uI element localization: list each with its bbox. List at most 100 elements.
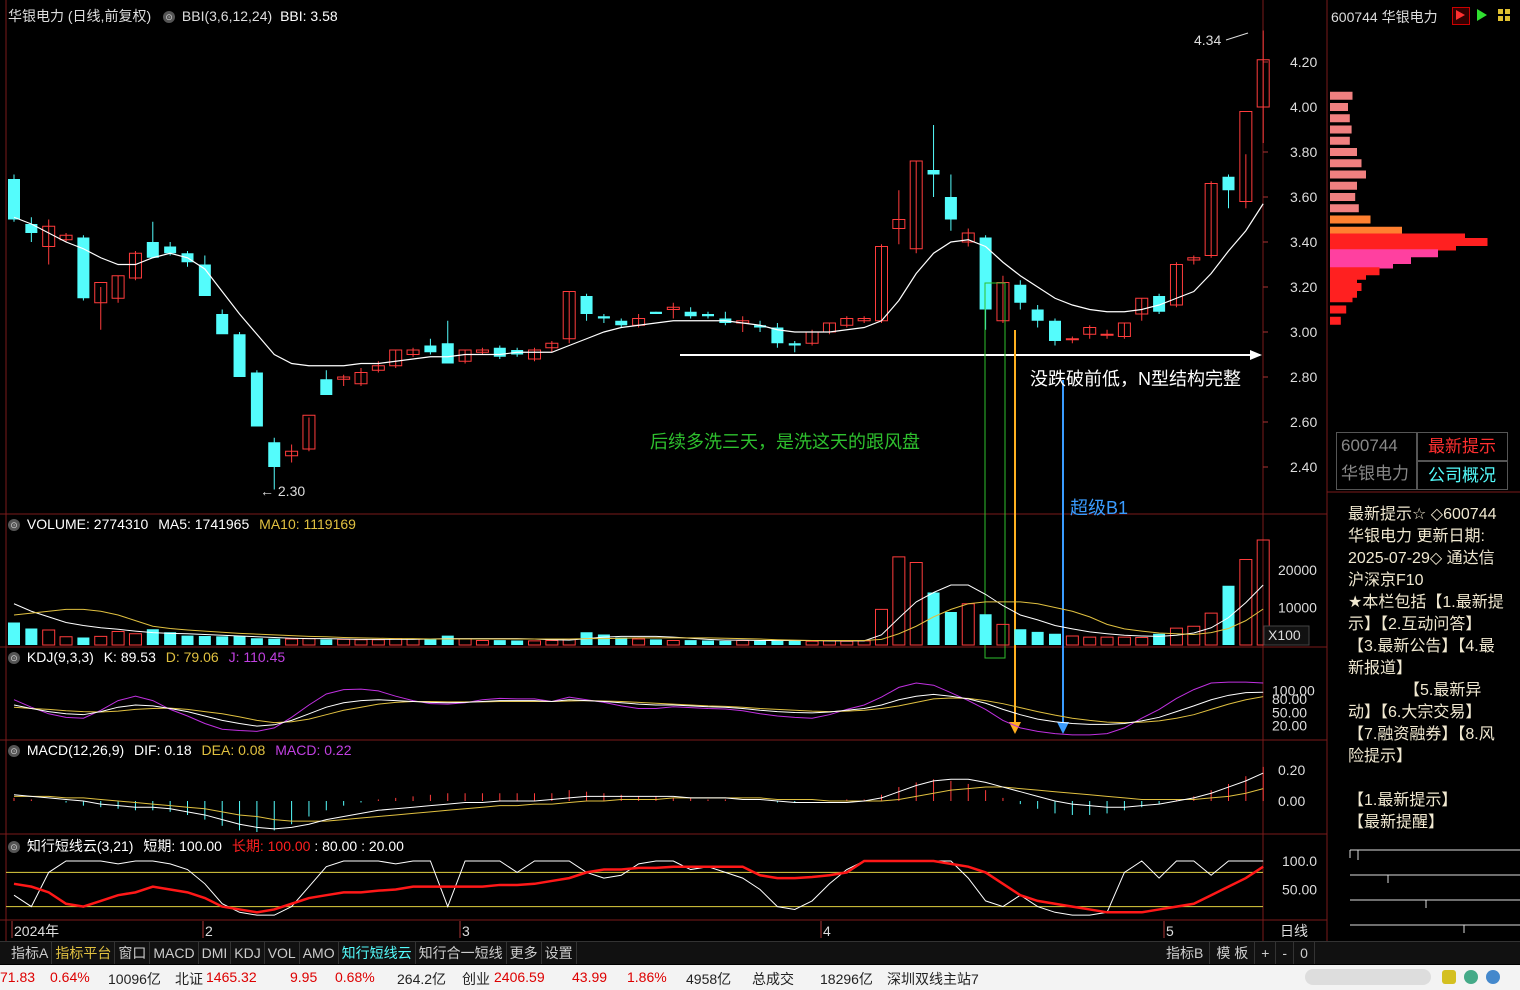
status-item: 0.64% bbox=[50, 969, 90, 985]
toolbar-tab[interactable]: VOL bbox=[265, 942, 300, 964]
price-tick-label: 3.20 bbox=[1290, 279, 1317, 295]
volume-bar-up bbox=[857, 640, 871, 646]
toolbar-tab[interactable]: 指标平台 bbox=[52, 942, 116, 964]
candle-down bbox=[754, 325, 767, 328]
candle-up bbox=[59, 234, 73, 241]
low-price-label: ← 2.30 bbox=[260, 483, 305, 499]
toolbar-tab[interactable]: 窗口 bbox=[115, 942, 151, 964]
candle-down bbox=[684, 311, 697, 317]
toolbar-tab[interactable]: 更多 bbox=[507, 942, 542, 964]
flag-red-icon[interactable] bbox=[1452, 7, 1470, 25]
x-axis-label: 4 bbox=[823, 923, 831, 939]
volume-bar-up bbox=[632, 638, 646, 646]
toolbar-tab[interactable]: 指标A bbox=[8, 942, 53, 964]
box-code: 600744 bbox=[1341, 436, 1398, 455]
volume-profile-bar bbox=[1330, 283, 1362, 291]
volume-bar-down bbox=[25, 628, 38, 645]
toolbar-right-tab[interactable]: 指标B bbox=[1160, 942, 1211, 964]
volume-bar-down bbox=[1222, 585, 1235, 645]
b1-annotation: 超级B1 bbox=[1070, 498, 1129, 518]
flag-green-icon[interactable] bbox=[1474, 7, 1490, 23]
f10-line: 【5.最新异 bbox=[1348, 682, 1482, 699]
status-scroll-track[interactable] bbox=[1305, 969, 1431, 985]
kdj-j-line bbox=[13, 681, 1264, 736]
volume-bar-up bbox=[354, 639, 368, 646]
toolbar-right-tab[interactable]: 模 板 bbox=[1210, 942, 1256, 964]
toolbar-tab[interactable]: AMO bbox=[300, 942, 339, 964]
candle-down bbox=[146, 242, 159, 258]
company-profile-button[interactable]: 公司概况 bbox=[1416, 461, 1508, 490]
cloud-header: ⊙ 知行短线云(3,21) 短期: 100.00 长期: 100.00 : 80… bbox=[8, 836, 404, 856]
price-tick-label: 3.60 bbox=[1290, 189, 1317, 205]
candle-up bbox=[337, 376, 351, 380]
volume-bar-down bbox=[944, 612, 957, 645]
volume-bar-up bbox=[128, 633, 142, 646]
toolbar-right-tab[interactable]: 0 bbox=[1294, 942, 1315, 964]
volume-toggle-icon[interactable]: ⊙ bbox=[8, 519, 20, 532]
volume-bar-up bbox=[736, 640, 750, 646]
price-tick-label: 4.00 bbox=[1290, 99, 1317, 115]
volume-bar-down bbox=[597, 634, 610, 645]
volume-bar-up bbox=[822, 640, 836, 646]
status-item: 2406.59 bbox=[494, 969, 545, 985]
volume-profile-bar bbox=[1330, 170, 1366, 179]
volume-ma5-line bbox=[13, 584, 1264, 642]
volume-profile-bar bbox=[1330, 242, 1456, 251]
kdj-label: KDJ(9,3,3) bbox=[26, 649, 94, 665]
toolbar-tab[interactable]: 设置 bbox=[542, 942, 577, 964]
macd-toggle-icon[interactable]: ⊙ bbox=[8, 745, 20, 758]
candle-up bbox=[1204, 183, 1218, 256]
volume-profile-bar bbox=[1330, 294, 1353, 303]
candle-down bbox=[250, 372, 263, 427]
volume-bar-down bbox=[164, 632, 177, 645]
candle-down bbox=[979, 237, 992, 310]
cloud-toggle-icon[interactable]: ⊙ bbox=[8, 841, 20, 854]
candle-down bbox=[233, 334, 246, 377]
toolbar-right-tab[interactable]: + bbox=[1255, 942, 1277, 964]
volume-profile-bar bbox=[1330, 103, 1348, 111]
volume-bar-up bbox=[285, 638, 299, 646]
grid-icon[interactable] bbox=[1496, 7, 1512, 23]
volume-profile-bar bbox=[1330, 316, 1341, 325]
candle-up bbox=[1100, 333, 1114, 336]
volume-bar-up bbox=[805, 640, 819, 646]
wash-annotation: 后续多洗三天，是洗这天的跟风盘 bbox=[650, 432, 920, 452]
volume-bar-up bbox=[111, 631, 125, 646]
kdj-k-line bbox=[13, 691, 1264, 727]
high-price-arrow bbox=[1225, 32, 1249, 41]
candle-down bbox=[615, 320, 628, 326]
volume-profile-bar bbox=[1330, 260, 1393, 269]
toolbar-tab[interactable]: 知行合一短线 bbox=[416, 942, 507, 964]
alert-icon[interactable] bbox=[1442, 970, 1456, 984]
candle-down bbox=[580, 296, 593, 314]
bbi-value: BBI: 3.58 bbox=[280, 8, 338, 24]
volume-bar-up bbox=[1117, 636, 1131, 646]
candle-up bbox=[475, 349, 489, 353]
toolbar-right-tab[interactable]: - bbox=[1276, 942, 1295, 964]
f10-line: 最新提示☆ ◇600744 bbox=[1348, 506, 1497, 523]
volume-profile-bar bbox=[1330, 215, 1371, 224]
search-icon[interactable] bbox=[1464, 970, 1478, 984]
toolbar-tab[interactable]: DMI bbox=[199, 942, 232, 964]
volume-bar-down bbox=[146, 629, 159, 645]
settings-circle-icon[interactable]: ⊙ bbox=[163, 11, 175, 24]
toolbar-tab[interactable]: KDJ bbox=[231, 942, 265, 964]
candle-up bbox=[961, 232, 975, 243]
cloud-tick-label: 100.0 bbox=[1282, 853, 1317, 869]
kdj-tick-label: 50.00 bbox=[1272, 704, 1307, 720]
status-item: 创业 bbox=[462, 971, 490, 987]
kdj-toggle-icon[interactable]: ⊙ bbox=[8, 652, 20, 665]
cloud-v1: : 80.00 bbox=[314, 838, 358, 854]
volume-bar-up bbox=[302, 638, 316, 646]
f10-line: 险提示】 bbox=[1348, 748, 1413, 765]
volume-bar-down bbox=[1153, 633, 1166, 645]
candle-down bbox=[320, 379, 333, 395]
user-icon[interactable] bbox=[1486, 970, 1500, 984]
market-status-bar: 71.83 0.64% 10096亿 北证 1465.32 9.95 0.68% 264.2亿… bbox=[0, 965, 1520, 990]
toolbar-tab[interactable]: 知行短线云 bbox=[339, 942, 416, 964]
volume-bar-down bbox=[441, 635, 454, 645]
stock-title: 华银电力 (日线,前复权) bbox=[8, 8, 152, 24]
latest-tips-button[interactable]: 最新提示 bbox=[1416, 432, 1508, 461]
toolbar-tab[interactable]: MACD bbox=[150, 942, 199, 964]
